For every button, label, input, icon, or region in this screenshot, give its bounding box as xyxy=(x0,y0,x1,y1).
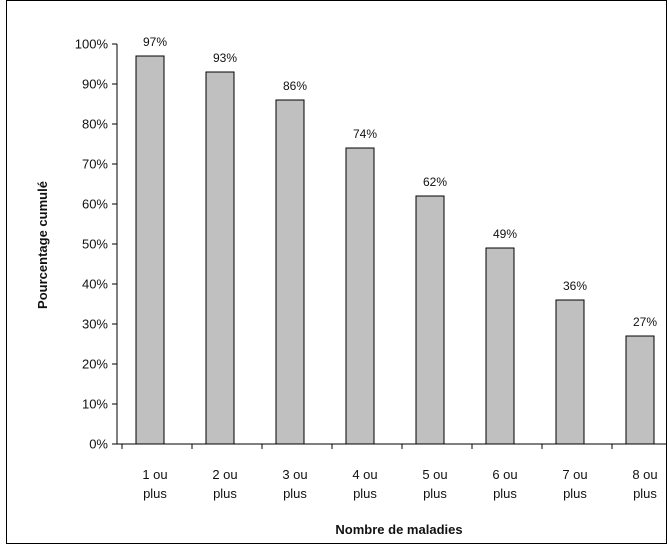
data-label: 36% xyxy=(563,279,587,293)
category-label: 7 ou xyxy=(562,467,587,482)
y-tick-label: 20% xyxy=(82,357,108,372)
category-labels: 1 ou plus 2 ou plus 3 ou plus 4 ou plus 5 ou plus… xyxy=(142,467,657,501)
bar xyxy=(485,247,515,445)
category-label: 6 ou xyxy=(492,467,517,482)
y-tick-label: 40% xyxy=(82,277,108,292)
bar xyxy=(625,335,655,445)
y-tick-label: 10% xyxy=(82,397,108,412)
bar xyxy=(135,55,165,445)
data-labels: 97% 93% 86% 74% 62% 49% 36% 27% xyxy=(143,35,657,329)
category-label: 8 ou xyxy=(632,467,657,482)
category-label: plus xyxy=(353,486,377,501)
y-tick-label: 60% xyxy=(82,197,108,212)
data-label: 86% xyxy=(283,79,307,93)
category-label: plus xyxy=(563,486,587,501)
y-tick-label: 70% xyxy=(82,157,108,172)
bar-chart: 0% 10% 20% 30% 40% 50% 60% 70% 80% 90% 100% 97% 93%… xyxy=(35,35,667,537)
category-label: plus xyxy=(633,486,657,501)
category-label: plus xyxy=(283,486,307,501)
category-label: 4 ou xyxy=(352,467,377,482)
x-axis-title: Nombre de maladies xyxy=(335,522,462,537)
category-label: plus xyxy=(423,486,447,501)
data-label: 93% xyxy=(213,51,237,65)
bar xyxy=(415,195,445,445)
y-tick-label: 50% xyxy=(82,237,108,252)
category-label: plus xyxy=(213,486,237,501)
category-label: 3 ou xyxy=(282,467,307,482)
data-label: 62% xyxy=(423,175,447,189)
y-tick-label: 90% xyxy=(82,77,108,92)
category-label: 2 ou xyxy=(212,467,237,482)
category-label: plus xyxy=(143,486,167,501)
category-label: 1 ou xyxy=(142,467,167,482)
chart-frame: 0% 10% 20% 30% 40% 50% 60% 70% 80% 90% 100% 97% 93%… xyxy=(6,0,667,544)
y-tick-label: 0% xyxy=(89,437,108,452)
y-tick-label: 30% xyxy=(82,317,108,332)
x-axis xyxy=(117,443,667,449)
category-label: plus xyxy=(493,486,517,501)
data-label: 97% xyxy=(143,35,167,49)
bar xyxy=(345,147,375,445)
data-label: 49% xyxy=(493,227,517,241)
bar xyxy=(555,299,585,445)
bar xyxy=(275,99,305,445)
data-label: 27% xyxy=(633,315,657,329)
bars xyxy=(135,55,655,445)
y-axis-title: Pourcentage cumulé xyxy=(35,181,50,309)
y-axis: 0% 10% 20% 30% 40% 50% 60% 70% 80% 90% 100% xyxy=(75,37,118,452)
data-label: 74% xyxy=(353,127,377,141)
y-tick-label: 80% xyxy=(82,117,108,132)
category-label: 5 ou xyxy=(422,467,447,482)
y-tick-label: 100% xyxy=(75,37,109,52)
bar xyxy=(205,71,235,445)
